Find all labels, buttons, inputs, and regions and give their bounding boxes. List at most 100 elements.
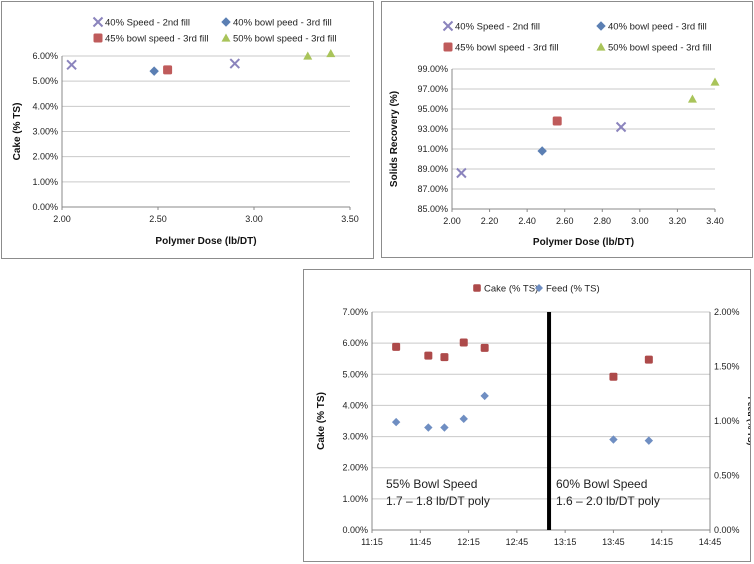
x-tick-label: 2.50 [149, 214, 167, 224]
legend-label-50-bowl-speed-3rd-fill: 50% bowl speed - 3rd fill [233, 34, 337, 45]
data-point-50-bowl-speed-3rd-fill [687, 94, 697, 103]
x-tick-label: 12:15 [457, 537, 480, 547]
data-point-feed-ts [644, 436, 654, 445]
y-axis-title: Cake (% TS) [12, 103, 23, 161]
y2-tick-label: 0.00% [714, 525, 740, 535]
timeline-chart-panel: 0.00% 1.00% 2.00% 3.00% 4.00% 5.00% 6.00% 7.00%… [303, 269, 751, 562]
x-tick-label: 3.40 [706, 216, 724, 226]
data-point-cake-ts [440, 353, 449, 362]
y-tick-label: 89.00% [417, 164, 448, 174]
x-tick-label: 11:45 [409, 537, 431, 547]
x-tick-label: 2.20 [481, 216, 499, 226]
y-tick-label: 1.00% [342, 494, 368, 504]
legend-marker-40-speed-2nd-fill [92, 16, 104, 28]
legend-label-40-speed-2nd-fill: 40% Speed - 2nd fill [105, 18, 190, 29]
legend-marker-40-bowl-peed-3rd-fill [596, 21, 606, 31]
y-tick-label: 5.00% [342, 369, 368, 379]
cake-vs-polymer-chart-panel: 0.00% 1.00% 2.00% 3.00% 4.00% 5.00% 6.00% 2.00 2… [1, 1, 374, 259]
y-tick-label: 95.00% [417, 104, 448, 114]
x-tick-label: 13:45 [602, 537, 625, 547]
y-tick-label: 2.00% [32, 152, 58, 162]
cake-vs-polymer-chart: 0.00% 1.00% 2.00% 3.00% 4.00% 5.00% 6.00% 2.00 2… [12, 16, 359, 247]
data-point-50-bowl-speed-3rd-fill [326, 48, 336, 58]
data-point-40-bowl-peed-3rd-fill [149, 66, 159, 76]
data-point-cake-ts [459, 338, 468, 347]
y-tick-label: 99.00% [417, 64, 448, 74]
y2-tick-label: 2.00% [714, 307, 740, 317]
data-point-feed-ts [440, 423, 449, 432]
annotation-text: 1.6 – 2.0 lb/DT poly [556, 494, 660, 508]
legend-label-40-bowl-peed-3rd-fill: 40% bowl peed - 3rd fill [233, 18, 332, 29]
data-point-cake-ts [480, 343, 489, 352]
y2-tick-label: 0.50% [714, 471, 740, 481]
data-point-cake-ts [424, 351, 433, 360]
x-tick-label: 3.50 [341, 214, 359, 224]
annotation-text: 55% Bowl Speed [386, 477, 477, 491]
x-tick-label: 14:15 [650, 537, 673, 547]
y-tick-label: 3.00% [32, 127, 58, 137]
legend-label-feed-ts: Feed (% TS) [546, 284, 600, 295]
x-axis-title: Polymer Dose (lb/DT) [533, 237, 634, 248]
y-tick-label: 2.00% [342, 463, 368, 473]
y-axis-title: Cake (% TS) [316, 392, 327, 450]
y-tick-label: 97.00% [417, 84, 448, 94]
x-tick-label: 2.80 [594, 216, 612, 226]
x-tick-label: 3.00 [631, 216, 649, 226]
legend-marker-feed-ts [535, 284, 543, 292]
x-tick-label: 3.00 [245, 214, 263, 224]
data-point-40-speed-2nd-fill [615, 121, 627, 133]
legend-marker-40-speed-2nd-fill [442, 20, 454, 32]
y-tick-label: 6.00% [342, 338, 368, 348]
y2-tick-label: 1.50% [714, 362, 740, 372]
data-point-50-bowl-speed-3rd-fill [710, 77, 720, 86]
legend-marker-40-bowl-peed-3rd-fill [221, 17, 231, 27]
legend-label-40-speed-2nd-fill: 40% Speed - 2nd fill [455, 22, 540, 33]
data-point-40-speed-2nd-fill [229, 58, 241, 69]
data-point-cake-ts [392, 342, 401, 351]
cake-feed-timeline-chart: 0.00% 1.00% 2.00% 3.00% 4.00% 5.00% 6.00% 7.00%… [316, 284, 750, 548]
x-tick-label: 2.60 [556, 216, 574, 226]
y-tick-label: 6.00% [32, 51, 58, 61]
y-tick-label: 0.00% [342, 525, 368, 535]
y2-tick-label: 1.00% [714, 416, 740, 426]
legend-label-50-bowl-speed-3rd-fill: 50% bowl speed - 3rd fill [608, 43, 712, 54]
y-tick-label: 4.00% [342, 400, 368, 410]
legend-marker-cake-ts [473, 284, 481, 292]
data-point-feed-ts [424, 423, 433, 432]
legend-marker-45-bowl-speed-3rd-fill [443, 42, 453, 52]
y-tick-label: 0.00% [32, 202, 58, 212]
y-tick-label: 91.00% [417, 144, 448, 154]
data-point-feed-ts [459, 414, 468, 424]
y-tick-label: 4.00% [32, 101, 58, 111]
y-tick-label: 3.00% [342, 432, 368, 442]
legend-marker-45-bowl-speed-3rd-fill [93, 33, 103, 43]
data-point-cake-ts [609, 372, 618, 381]
legend-marker-50-bowl-speed-3rd-fill [596, 42, 606, 51]
data-point-45-bowl-speed-3rd-fill [163, 65, 173, 75]
x-tick-label: 2.00 [53, 214, 71, 224]
x-tick-label: 2.40 [518, 216, 536, 226]
legend-label-cake-ts: Cake (% TS) [484, 284, 538, 295]
x-axis-title: Polymer Dose (lb/DT) [155, 236, 256, 247]
data-point-feed-ts [391, 417, 401, 427]
legend-marker-50-bowl-speed-3rd-fill [221, 33, 231, 42]
data-point-45-bowl-speed-3rd-fill [552, 116, 562, 126]
solids-recovery-chart-panel: 85.00% 87.00% 89.00% 91.00% 93.00% 95.00% 97.0… [381, 1, 753, 258]
x-tick-label: 12:45 [506, 537, 529, 547]
solids-recovery-chart: 85.00% 87.00% 89.00% 91.00% 93.00% 95.00% 97.0… [389, 20, 724, 248]
y-tick-label: 93.00% [417, 124, 448, 134]
y-axis-title: Solids Recovery (%) [389, 91, 400, 187]
x-tick-label: 13:15 [554, 537, 577, 547]
data-point-feed-ts [480, 391, 489, 401]
x-tick-label: 2.00 [443, 216, 461, 226]
y-tick-label: 1.00% [32, 177, 58, 187]
x-tick-label: 11:15 [361, 537, 383, 547]
x-tick-label: 14:45 [699, 537, 722, 547]
y-tick-label: 87.00% [417, 184, 448, 194]
y-tick-label: 7.00% [342, 307, 368, 317]
y-tick-label: 85.00% [417, 204, 448, 214]
data-point-40-speed-2nd-fill [456, 167, 467, 179]
data-point-40-speed-2nd-fill [66, 59, 77, 71]
x-tick-label: 3.20 [669, 216, 687, 226]
data-point-cake-ts [644, 355, 653, 364]
